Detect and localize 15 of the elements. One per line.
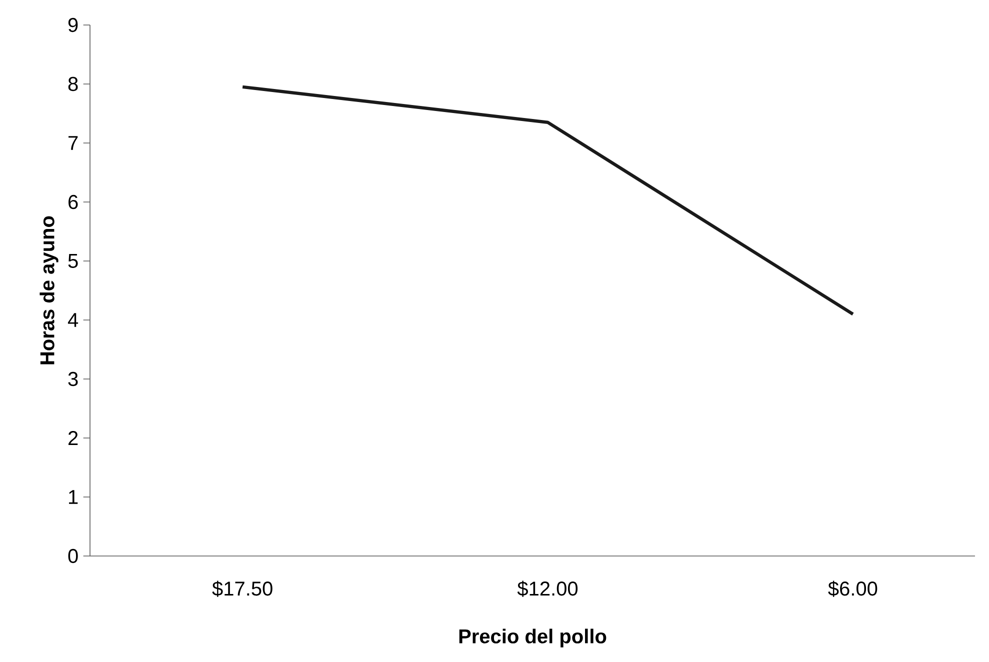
x-axis-title: Precio del pollo [459,628,606,648]
y-tick-label: 1 [69,490,78,504]
x-tick-label: $17.50 [212,580,272,597]
x-tick-label: $12.00 [517,580,578,597]
y-tick-label: 8 [68,76,78,92]
y-tick-label: 2 [68,431,78,445]
y-tick-label: 6 [68,194,78,210]
x-tick-label: $6.00 [828,580,878,597]
y-tick-label: 5 [68,254,78,268]
y-tick-label: 7 [68,136,78,150]
y-tick-label: 3 [68,372,78,386]
y-tick-label: 0 [68,548,78,564]
y-axis-title: Horas de ayuno [40,216,58,364]
y-tick-label: 9 [68,18,78,32]
y-tick-label: 4 [68,313,78,327]
